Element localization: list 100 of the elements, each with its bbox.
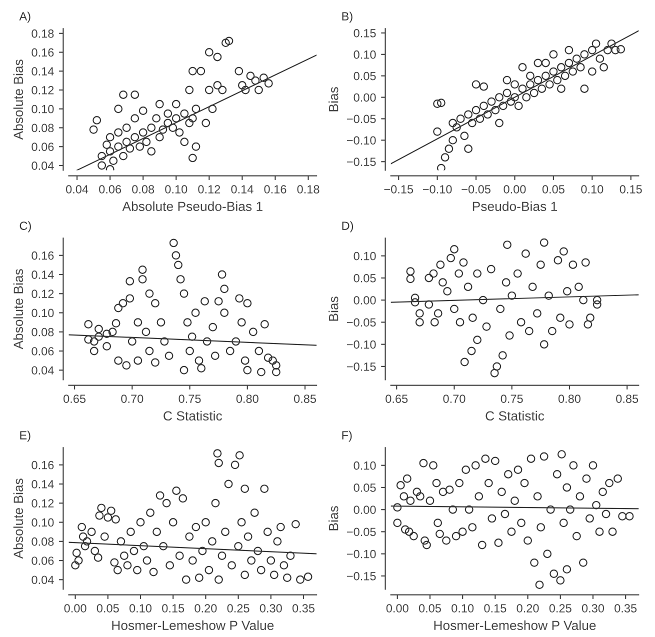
x-tick-label: 0.75 [500, 394, 523, 403]
y-tick-label: 0.00 [354, 93, 376, 102]
y-tick-label: 0.05 [354, 484, 376, 492]
x-axis-title: Hosmer-Lemeshow P Value [434, 620, 596, 630]
x-tick-label: 0.00 [504, 185, 526, 194]
x-tick-label: 0.10 [129, 604, 152, 612]
x-axis-title: C Statistic [486, 410, 544, 421]
y-tick-label: 0.16 [32, 251, 54, 260]
chart-title: D) [342, 221, 354, 232]
chart-title: C) [20, 221, 31, 232]
y-tick-label: 0.10 [354, 252, 376, 260]
y-tick-label: 0.15 [354, 28, 376, 38]
x-tick-label: 0.25 [227, 604, 250, 612]
x-tick-label: −0.05 [462, 185, 490, 194]
y-tick-label: −0.05 [346, 318, 376, 327]
x-tick-label: 0.18 [297, 185, 320, 194]
x-tick-label: 0.80 [236, 394, 258, 403]
y-tick-label: 0.05 [354, 72, 376, 80]
x-tick-label: 0.85 [294, 394, 316, 403]
x-tick-label: 0.10 [452, 604, 474, 612]
y-tick-label: 0.00 [354, 506, 376, 514]
y-tick-label: −0.10 [346, 550, 376, 558]
y-tick-label: 0.00 [354, 296, 376, 304]
y-tick-label: 0.08 [32, 328, 54, 336]
y-tick-label: 0.12 [32, 290, 54, 298]
x-axis-title: Pseudo-Bias 1 [472, 201, 558, 212]
x-tick-label: 0.35 [614, 604, 637, 612]
y-axis-title: Bias [328, 87, 338, 112]
y-tick-label: 0.14 [32, 270, 54, 279]
y-tick-label: 0.14 [32, 67, 54, 76]
y-tick-label: 0.18 [32, 29, 54, 38]
chart-title: F) [342, 430, 352, 442]
y-axis-title: Absolute Bias [13, 478, 24, 559]
x-tick-label: −0.15 [384, 185, 414, 194]
x-tick-label: 0.05 [418, 604, 441, 612]
x-tick-label: 0.16 [264, 185, 286, 194]
chart-title: A) [19, 12, 30, 23]
x-tick-label: 0.05 [542, 185, 564, 194]
x-tick-label: 0.30 [582, 604, 604, 612]
x-tick-label: −0.10 [422, 185, 452, 194]
x-tick-label: 0.65 [386, 394, 408, 403]
y-tick-label: −0.10 [346, 340, 376, 349]
y-tick-label: −0.05 [346, 528, 376, 536]
y-tick-label: −0.15 [346, 572, 376, 580]
x-tick-label: 0.70 [121, 394, 144, 403]
x-tick-label: 0.20 [194, 604, 217, 612]
y-tick-label: 0.04 [32, 366, 54, 375]
chart-title: E) [20, 430, 30, 442]
y-tick-label: 0.10 [354, 50, 376, 59]
x-tick-label: 0.15 [484, 604, 506, 612]
x-tick-label: 0.35 [292, 604, 314, 612]
x-tick-label: 0.10 [165, 185, 188, 194]
x-axis-title: Hosmer-Lemeshow P Value [112, 620, 274, 630]
y-tick-label: 0.05 [354, 274, 376, 282]
x-tick-label: 0.08 [132, 185, 154, 194]
y-axis-title: Bias [328, 506, 338, 530]
x-tick-label: 0.06 [99, 185, 122, 194]
y-tick-label: 0.06 [32, 347, 54, 356]
y-tick-label: −0.15 [346, 158, 376, 166]
y-tick-label: 0.10 [32, 518, 54, 527]
y-tick-label: 0.06 [32, 142, 54, 152]
x-axis-title: C Statistic [164, 410, 222, 421]
y-tick-label: 0.16 [32, 460, 54, 470]
y-axis-title: Absolute Bias [13, 269, 24, 350]
y-tick-label: 0.04 [32, 162, 54, 170]
y-tick-label: 0.08 [32, 124, 54, 132]
x-tick-label: 0.85 [616, 394, 638, 403]
x-tick-label: 0.75 [178, 394, 201, 403]
x-tick-label: 0.70 [443, 394, 466, 403]
x-tick-label: 0.25 [549, 604, 572, 612]
y-tick-label: 0.12 [32, 86, 54, 94]
x-tick-label: 0.05 [96, 604, 119, 612]
y-tick-label: 0.16 [32, 48, 54, 57]
chart-title: B) [342, 12, 352, 23]
x-tick-label: 0.65 [64, 394, 86, 403]
y-tick-label: 0.10 [32, 308, 54, 318]
x-tick-label: 0.10 [581, 185, 604, 194]
y-axis-title: Bias [328, 296, 338, 321]
x-tick-label: 0.00 [64, 604, 86, 612]
y-tick-label: 0.10 [354, 461, 376, 470]
x-tick-label: 0.12 [198, 185, 220, 194]
x-tick-label: 0.30 [260, 604, 282, 612]
y-axis-title: Absolute Bias [13, 60, 24, 140]
y-tick-label: 0.06 [32, 556, 54, 565]
x-tick-label: 0.00 [386, 604, 408, 612]
x-tick-label: 0.04 [66, 185, 88, 194]
y-tick-label: 0.12 [32, 499, 54, 508]
x-tick-label: 0.20 [516, 604, 539, 612]
y-tick-label: −0.10 [346, 136, 376, 145]
x-tick-label: 0.80 [558, 394, 581, 403]
x-axis-title: Absolute Pseudo-Bias 1 [122, 201, 262, 212]
y-tick-label: −0.15 [346, 362, 376, 371]
x-tick-label: 0.15 [162, 604, 184, 612]
y-tick-label: 0.04 [32, 576, 54, 584]
y-tick-label: 0.10 [32, 104, 54, 114]
y-tick-label: −0.05 [346, 114, 376, 124]
y-tick-label: 0.08 [32, 537, 54, 546]
y-tick-label: 0.14 [32, 480, 54, 488]
x-tick-label: 0.14 [231, 185, 254, 194]
x-tick-label: 0.15 [620, 185, 642, 194]
